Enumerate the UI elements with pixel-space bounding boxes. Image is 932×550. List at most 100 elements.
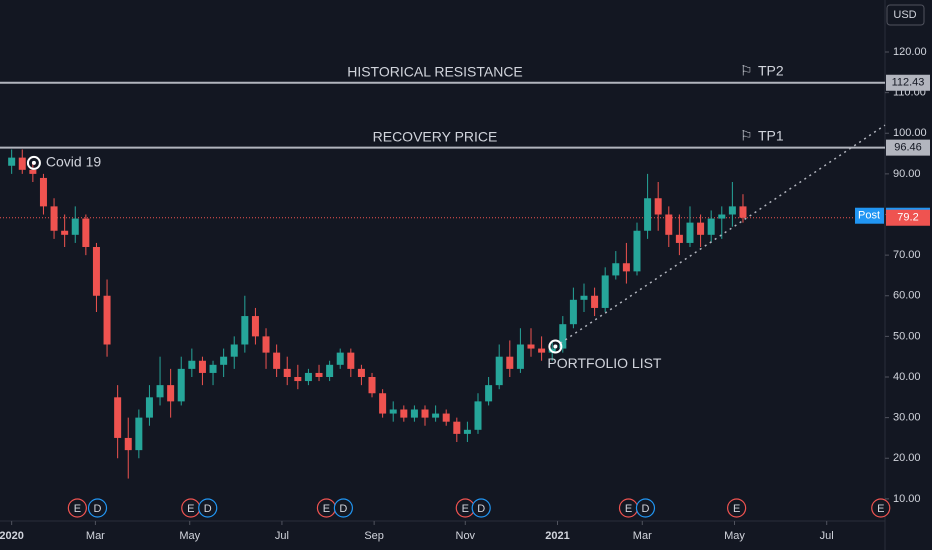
candle-body — [294, 377, 302, 382]
event-label: D — [641, 503, 649, 515]
candle-body — [156, 385, 164, 398]
x-tick-label: May — [724, 530, 745, 542]
event-marker[interactable] — [333, 498, 354, 518]
candle-body — [145, 397, 153, 418]
candle-body — [71, 218, 79, 235]
candle-body — [527, 344, 535, 349]
annotation-marker — [548, 339, 563, 354]
candle-body — [50, 206, 58, 231]
y-tick-label: 100.00 — [893, 127, 927, 139]
y-tick-label: 10.00 — [893, 493, 921, 505]
candle-body — [209, 364, 217, 373]
x-tick-label: Mar — [86, 530, 105, 542]
event-marker[interactable] — [198, 498, 218, 518]
candle-body — [304, 372, 312, 382]
post-label: Post — [858, 210, 880, 222]
y-tick-label: 120.00 — [893, 46, 927, 58]
event-marker[interactable] — [87, 498, 108, 518]
price-tag — [886, 74, 930, 91]
candle-body — [633, 230, 641, 272]
candle-body — [262, 336, 270, 353]
candle-body — [686, 222, 694, 243]
event-label: D — [477, 503, 485, 515]
candle-body — [39, 177, 47, 207]
candle-body — [495, 356, 503, 386]
candle-body — [580, 295, 588, 300]
annotation-label: Covid 19 — [46, 154, 101, 170]
event-label: E — [323, 503, 330, 515]
candle-body — [410, 409, 418, 418]
trendline — [554, 124, 886, 348]
currency: USD — [893, 9, 916, 21]
event-marker[interactable] — [67, 498, 87, 518]
candle-body — [336, 352, 344, 365]
target-flag: ⚐ — [740, 62, 753, 78]
candle-body — [177, 368, 185, 402]
candle-body — [368, 377, 376, 394]
x-tick-label: 2021 — [545, 530, 569, 542]
y-tick-label: 20.00 — [893, 452, 921, 464]
y-tick-label: 90.00 — [893, 168, 921, 180]
candle-body — [230, 344, 238, 357]
x-tick-label: Sep — [364, 530, 384, 542]
currency-box[interactable] — [886, 4, 925, 26]
candle-body — [421, 409, 429, 418]
event-label: E — [877, 503, 884, 515]
x-tick-label: 2020 — [0, 530, 24, 542]
candle-body — [8, 157, 16, 166]
target-flag: ⚐ — [740, 127, 753, 143]
candle-body — [665, 214, 673, 235]
event-label: E — [733, 503, 740, 515]
candle-body — [283, 368, 291, 377]
price-tag-label: 79.2 — [897, 212, 918, 224]
candle-body — [251, 316, 259, 337]
post-tag — [855, 207, 884, 224]
x-tick-label: Jul — [275, 530, 289, 542]
candle-body — [559, 324, 567, 349]
event-label: E — [187, 503, 194, 515]
price-tag — [886, 139, 930, 156]
candle-body — [644, 198, 652, 231]
annotation-dot — [31, 160, 36, 165]
candle-body — [114, 397, 122, 438]
candle-body — [485, 385, 493, 402]
candle-body — [675, 234, 683, 243]
candle-body — [739, 206, 747, 218]
candle-body — [612, 263, 620, 276]
event-marker[interactable] — [727, 498, 747, 518]
candle-body — [506, 356, 514, 369]
price-tag-label: 96.46 — [894, 142, 922, 154]
candle-body — [124, 437, 132, 451]
x-tick-label: Nov — [456, 530, 476, 542]
level-label: HISTORICAL RESISTANCE — [347, 63, 523, 79]
event-label: D — [204, 503, 212, 515]
candle-body — [188, 360, 196, 369]
event-label: E — [462, 503, 469, 515]
target-label: TP2 — [758, 62, 784, 78]
candle-body — [315, 372, 323, 377]
annotation-dot — [553, 344, 558, 349]
candle-body — [707, 218, 715, 235]
event-marker[interactable] — [871, 498, 891, 518]
y-tick-label: 30.00 — [893, 412, 921, 424]
candle-body — [569, 299, 577, 325]
candle-body — [601, 275, 609, 308]
candle-body — [220, 356, 228, 365]
candle-body — [198, 360, 206, 373]
candle-body — [697, 222, 705, 235]
event-label: E — [74, 503, 81, 515]
y-tick-label: 60.00 — [893, 290, 921, 302]
event-marker[interactable] — [471, 498, 491, 518]
candle-body — [538, 348, 546, 353]
candle-body — [453, 421, 461, 434]
candle-body — [463, 429, 471, 434]
x-tick-label: Jul — [820, 530, 834, 542]
candle-body — [92, 247, 100, 296]
candle-body — [379, 393, 387, 414]
candle-body — [516, 344, 524, 369]
event-label: D — [94, 503, 102, 515]
candle-body — [591, 295, 599, 308]
candle-body — [347, 352, 355, 369]
event-marker[interactable] — [635, 498, 656, 518]
